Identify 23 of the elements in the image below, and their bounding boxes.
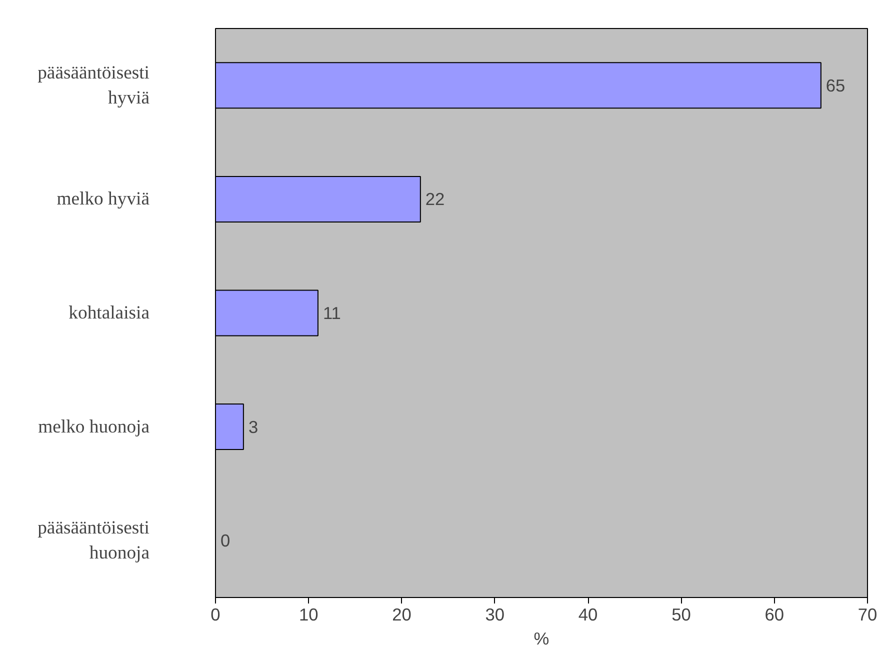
- x-axis-title: %: [534, 628, 550, 648]
- data-label: 3: [248, 416, 258, 437]
- x-tick-label: 30: [485, 604, 505, 624]
- x-tick-label: 40: [578, 604, 598, 624]
- x-tick-label: 50: [672, 604, 691, 624]
- data-label: 22: [425, 189, 445, 210]
- data-label: 0: [220, 530, 230, 551]
- x-tick-label: 20: [392, 604, 412, 624]
- y-tick-label: kohtalaisia: [68, 302, 150, 324]
- x-tick-label: 70: [858, 604, 878, 624]
- data-label: 11: [322, 303, 341, 323]
- y-tick-label: pääsääntöisesti huonoja: [38, 518, 150, 564]
- bar: [216, 404, 244, 450]
- bar: [216, 290, 318, 336]
- data-label: 65: [826, 75, 846, 96]
- bar: [216, 62, 822, 109]
- x-tick-label: 60: [764, 604, 784, 624]
- y-tick-label: melko hyviä: [56, 188, 150, 210]
- x-tick-label: 10: [299, 604, 318, 624]
- x-tick-label: 0: [210, 604, 220, 624]
- bar: [216, 176, 421, 222]
- y-tick-label: pääsääntöisesti hyviä: [38, 62, 150, 108]
- y-tick-label: melko huonoja: [38, 416, 150, 438]
